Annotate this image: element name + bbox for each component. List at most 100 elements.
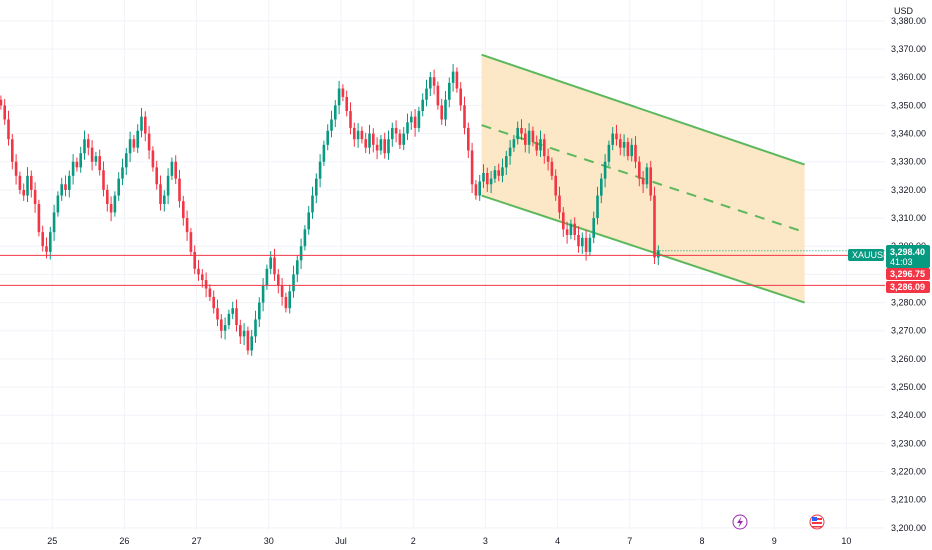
candle (520, 119, 523, 141)
candle-body (326, 130, 329, 145)
candle-body (364, 139, 367, 148)
candle-body (398, 133, 402, 145)
candle (26, 167, 29, 203)
candle (383, 132, 386, 159)
candle-body (136, 130, 139, 148)
candle (45, 237, 48, 259)
candle-body (197, 268, 200, 275)
candle-body (501, 167, 504, 176)
candle-body (37, 203, 41, 233)
candle (459, 82, 462, 111)
candle-body (79, 153, 82, 168)
candle (109, 196, 113, 222)
x-tick-label: 26 (119, 536, 129, 546)
candle-body (273, 257, 276, 275)
candle (387, 130, 390, 160)
candle-body (417, 111, 421, 128)
x-tick-label: 30 (264, 536, 274, 546)
candle (649, 160, 652, 201)
candle (318, 154, 322, 188)
candle (75, 157, 79, 172)
candle-body (49, 232, 52, 252)
candle-body (30, 175, 33, 190)
candle-body (109, 203, 113, 213)
candle-body (565, 229, 569, 235)
candle-body (185, 218, 189, 233)
candle (250, 329, 253, 356)
candle-body (284, 296, 288, 309)
candle-body (216, 308, 219, 320)
candle-body (607, 144, 611, 162)
us-flag-icon[interactable] (809, 514, 825, 530)
candle (189, 227, 193, 257)
candle (360, 126, 364, 144)
y-tick-label: 3,320.00 (891, 185, 926, 195)
time-axis[interactable]: 25 26 27 30 Jul 2 3 4 7 8 9 10 (47, 536, 851, 546)
x-tick-label: 3 (483, 536, 488, 546)
candle (565, 221, 569, 244)
candle-body (505, 156, 508, 168)
candle-body (250, 336, 253, 351)
candle (106, 184, 109, 212)
candle (543, 133, 546, 164)
candle (478, 174, 481, 201)
candle-body (113, 195, 117, 213)
candle (516, 121, 519, 145)
candle (470, 142, 474, 194)
candle-body (558, 195, 561, 213)
candle-body (413, 116, 417, 128)
candle-body (220, 319, 223, 331)
candle-body (106, 189, 109, 204)
candle (261, 278, 265, 312)
candle (326, 124, 329, 151)
candle-body (163, 195, 166, 204)
candle-body (280, 285, 284, 297)
y-tick-label: 3,310.00 (891, 213, 926, 223)
candle-body (315, 178, 318, 196)
candle-body (212, 296, 215, 309)
candle (315, 173, 318, 204)
channel-upper-line[interactable] (481, 53, 805, 166)
candle-body (132, 139, 136, 148)
last-price-badge (886, 245, 930, 268)
candle (273, 248, 276, 281)
candle-body (402, 133, 405, 145)
candle-body (455, 71, 459, 89)
candle (497, 163, 500, 182)
candle (277, 269, 280, 294)
candle-body (573, 223, 576, 235)
lightning-icon[interactable] (732, 514, 748, 530)
y-tick-label: 3,280.00 (891, 298, 926, 308)
candle-body (436, 85, 440, 106)
candle (284, 292, 288, 313)
candle (535, 135, 538, 156)
candle-body (406, 122, 409, 134)
candle-body (524, 133, 527, 145)
candle-body (356, 130, 360, 140)
x-tick-label: 9 (772, 536, 777, 546)
last-price-label: 3,298.40 (890, 247, 925, 257)
candle-body (147, 133, 151, 151)
candle (201, 269, 204, 288)
candle (596, 186, 599, 225)
candle-body (75, 161, 79, 168)
channel-lower-line[interactable] (481, 194, 805, 304)
candle-body (41, 232, 44, 247)
candle-body (478, 181, 481, 196)
candle (239, 319, 242, 344)
y-tick-label: 3,240.00 (891, 410, 926, 420)
horizontal-lines[interactable] (0, 250, 885, 286)
candle-body (311, 195, 314, 213)
event-markers[interactable] (732, 514, 825, 530)
candle (581, 232, 584, 254)
candle (144, 111, 147, 142)
candle-body (394, 127, 398, 134)
candle-body (170, 161, 174, 176)
candle-body (246, 330, 250, 351)
candle (182, 195, 185, 226)
candle (436, 81, 440, 110)
candle (296, 254, 299, 283)
candle-body (277, 274, 280, 286)
candle-body (166, 175, 170, 196)
